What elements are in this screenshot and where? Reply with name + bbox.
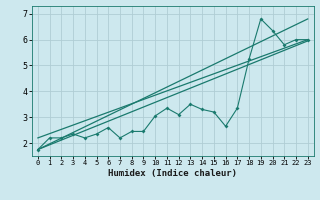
X-axis label: Humidex (Indice chaleur): Humidex (Indice chaleur)	[108, 169, 237, 178]
